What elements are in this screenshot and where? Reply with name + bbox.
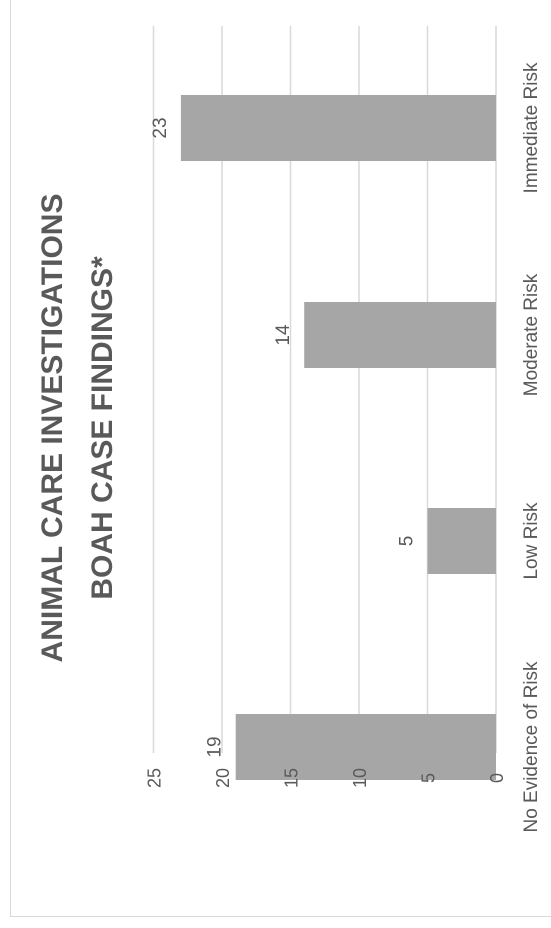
chart-title-line-2: BOAH CASE FINDINGS* [86,256,119,600]
y-tick-label: 25 [145,768,165,788]
category-label: Low Risk [521,502,542,580]
y-tick-label: 20 [213,768,233,788]
bar [304,302,496,368]
y-tick-labels: 0 5 10 15 20 25 [145,768,508,788]
data-label: 14 [273,324,294,346]
bar [180,95,496,161]
chart-frame [10,0,551,917]
category-label: Immediate Risk [521,62,542,193]
gridlines [152,26,497,753]
category-label: No Evidence of Risk [521,661,542,833]
value-labels: 19 5 14 23 [150,117,418,757]
bar [235,714,496,780]
category-label: Moderate Risk [521,273,542,396]
category-labels: No Evidence of Risk Low Risk Moderate Risk… [521,62,542,833]
bars [180,95,496,780]
bar [427,508,496,574]
y-tick-label: 15 [282,768,302,788]
y-tick-label: 5 [419,773,439,783]
data-label: 19 [205,736,226,757]
data-label: 23 [150,117,171,138]
y-tick-label: 10 [350,768,370,788]
chart-title-line-1: ANIMAL CARE INVESTIGATIONS [36,194,69,663]
chart-title: ANIMAL CARE INVESTIGATIONS BOAH CASE FIN… [36,194,119,663]
y-tick-label: 0 [487,773,507,783]
data-label: 5 [397,536,418,547]
